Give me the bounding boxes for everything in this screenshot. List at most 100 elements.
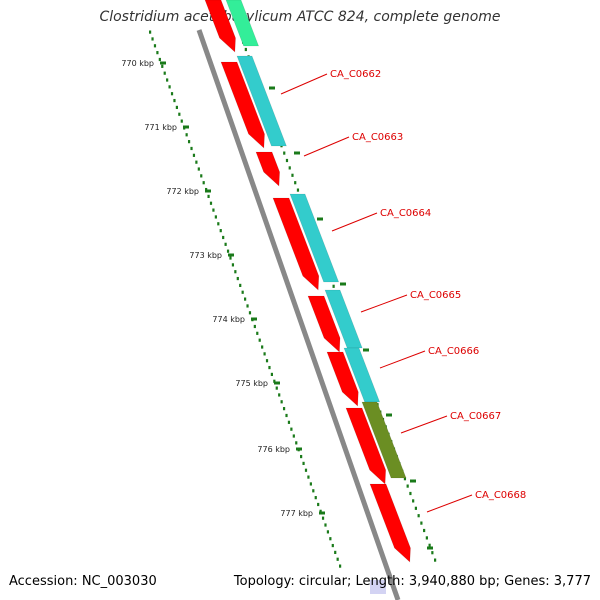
outer-dot (423, 528, 426, 533)
accession-text: Accession: NC_003030 (9, 574, 157, 589)
ruler-dot (334, 550, 337, 555)
ruler-dot (192, 153, 196, 157)
cds-feature (220, 61, 265, 149)
ruler-tick-label: 772 kbp (166, 187, 199, 196)
ruler-tick-label: 774 kbp (212, 315, 245, 324)
gene-label[interactable]: CA_C0663 (352, 132, 403, 143)
ruler-dot (290, 427, 293, 431)
ruler-dot (278, 393, 281, 397)
ruler-dot (304, 468, 308, 472)
outer-tick-mark (386, 413, 392, 417)
outer-tick-mark (340, 282, 346, 286)
ruler-dot (324, 523, 327, 527)
ruler-dot (222, 235, 225, 240)
outer-dot (296, 188, 300, 192)
outer-dot (434, 558, 437, 562)
ruler-tick-label: 775 kbp (235, 379, 268, 388)
outer-dot (420, 521, 423, 525)
gene-label[interactable]: CA_C0668 (475, 490, 526, 501)
ruler-dot (339, 564, 342, 568)
outer-dot (332, 284, 335, 288)
ruler-tick-label: 776 kbp (257, 445, 290, 454)
outer-dot (412, 499, 415, 503)
ruler-dot (314, 496, 317, 500)
ruler-ticks: 770 kbp 771 kbp 772 kbp 773 kbp 774 kbp 775 k… (121, 59, 325, 518)
ruler-dot (219, 229, 222, 233)
ruler-dot (300, 454, 303, 459)
ruler-dot (212, 208, 215, 212)
ruler-dot (258, 338, 261, 342)
ruler-dot (151, 37, 154, 41)
outer-dot (294, 181, 297, 185)
ruler-dot (231, 263, 235, 267)
ruler-dot (275, 386, 278, 390)
gene-label[interactable]: CA_C0665 (410, 290, 461, 301)
cog-feature-cyan (289, 193, 340, 283)
outer-dot (406, 484, 409, 488)
ruler-dot (302, 461, 305, 466)
ruler-tick-mark (319, 511, 325, 515)
ruler-dot (224, 242, 227, 246)
ruler-dot (265, 359, 269, 363)
ruler-tick-mark (160, 61, 166, 65)
ruler-dot (190, 146, 193, 151)
ruler-tick-mark (228, 253, 234, 257)
scroll-marker (370, 580, 386, 594)
cds-feature (307, 295, 341, 353)
ruler-dot (309, 482, 312, 486)
ruler-dot (173, 98, 176, 103)
ruler-dot (149, 30, 152, 34)
ruler-dot (248, 311, 252, 315)
ruler-dot (317, 502, 320, 507)
ruler-dot (180, 119, 183, 123)
outer-dot (428, 543, 431, 547)
gene-leader-line (379, 350, 426, 369)
ruler-dot (226, 249, 230, 253)
ruler-dot (202, 181, 205, 185)
ruler-dot (236, 276, 239, 281)
gene-label[interactable]: CA_C0662 (330, 69, 381, 80)
ruler-dot (200, 174, 203, 178)
ruler-dot (214, 215, 217, 219)
ruler-dot (256, 331, 259, 335)
gene-leader-line (360, 294, 408, 313)
cds-feature (255, 151, 280, 187)
ruler-dot (307, 475, 310, 479)
gene-leader-line (331, 212, 378, 232)
ruler-dot (166, 78, 169, 82)
ruler-dot (268, 365, 271, 370)
gene-label[interactable]: CA_C0666 (428, 346, 479, 357)
cog-feature-cyan (236, 55, 287, 147)
gene-label[interactable]: CA_C0664 (380, 208, 431, 219)
gene-leader-line (400, 415, 448, 434)
gene-label[interactable]: CA_C0667 (450, 411, 501, 422)
ruler-dot (263, 352, 266, 356)
ruler-tick-label: 777 kbp (280, 509, 313, 518)
ruler-dotted-line (149, 30, 342, 568)
outer-dot (288, 166, 291, 170)
cog-feature-olive (361, 401, 407, 479)
outer-dot (244, 47, 247, 52)
gene-labels: CA_C0662 CA_C0663 CA_C0664 CA_C0665 CA_C0666… (280, 69, 526, 513)
ruler-dot (195, 160, 198, 164)
ruler-dot (336, 557, 339, 561)
ruler-dot (207, 194, 210, 199)
outer-tick-mark (269, 86, 275, 90)
outer-dot (425, 536, 428, 540)
ruler-dot (285, 413, 288, 418)
ruler-dot (312, 489, 315, 493)
gene-leader-line (303, 136, 350, 157)
ruler-dot (331, 543, 334, 548)
ruler-dot (246, 304, 249, 308)
ruler-dot (273, 379, 276, 383)
ruler-dot (282, 407, 286, 411)
cds-feature (272, 197, 320, 291)
ruler-dot (239, 283, 242, 288)
gene-leader-line (280, 73, 328, 95)
ruler-dot (156, 51, 159, 55)
ruler-dot (329, 537, 332, 541)
cds-feature (345, 407, 387, 485)
ruler-dot (217, 222, 220, 226)
outer-tick-mark (294, 151, 300, 155)
